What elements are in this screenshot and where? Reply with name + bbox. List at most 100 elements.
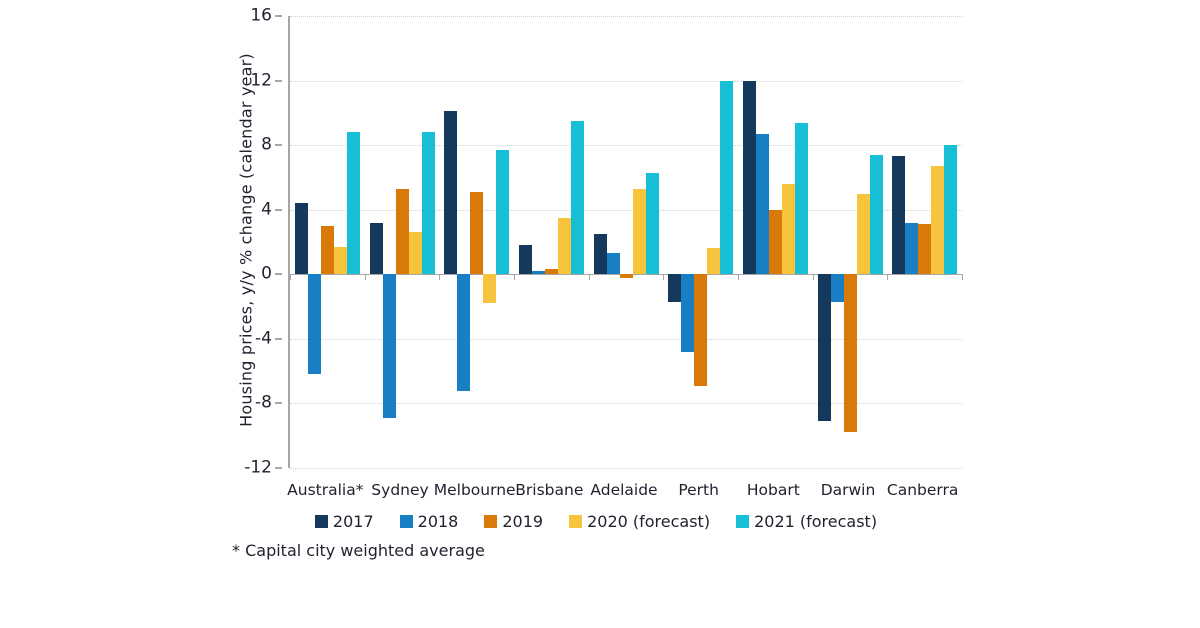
- y-tick-mark: [275, 273, 282, 276]
- x-tick-mark: [514, 274, 515, 281]
- legend-label: 2020 (forecast): [587, 512, 711, 531]
- bar-canberra-2021-forecast: [944, 145, 958, 275]
- bar-darwin-2017: [817, 274, 831, 422]
- bar-brisbane-2019: [544, 269, 558, 275]
- x-category-label-darwin: Darwin: [820, 481, 876, 499]
- bar-melbourne-2020-forecast: [483, 274, 497, 304]
- x-category-label-melbourne: Melbourne: [433, 481, 516, 499]
- footnote: * Capital city weighted average: [232, 541, 485, 560]
- legend-swatch-2021-forecast: [736, 515, 750, 528]
- gridline--12: [290, 468, 962, 469]
- legend-swatch-2017: [314, 515, 328, 528]
- bar-perth-2019: [694, 274, 708, 386]
- gridline--4: [290, 338, 962, 340]
- x-tick-mark: [364, 274, 366, 281]
- bar-australia-2019: [320, 225, 334, 275]
- y-tick-mark: [275, 144, 282, 147]
- bar-canberra-2020-forecast: [931, 166, 945, 275]
- bar-canberra-2017: [892, 156, 906, 275]
- y-tick-label--8: -8: [255, 393, 272, 414]
- bar-melbourne-2017: [444, 111, 458, 275]
- bar-adelaide-2019: [619, 274, 633, 278]
- y-axis-ticks: 16 12 8 4 0 -4 -8 -12: [230, 6, 282, 478]
- legend-label: 2017: [332, 512, 374, 531]
- bar-australia-2021-forecast: [346, 132, 360, 275]
- y-tick-mark: [275, 208, 282, 211]
- x-tick-mark: [588, 274, 590, 281]
- bar-sydney-2019: [395, 188, 409, 275]
- x-tick-mark: [290, 274, 291, 281]
- legend-item-2021-forecast: 2021 (forecast): [736, 512, 877, 531]
- bar-hobart-2018: [755, 133, 769, 275]
- x-tick-mark: [887, 274, 889, 281]
- legend-item-2019: 2019: [484, 512, 543, 531]
- legend-item-2020-forecast: 2020 (forecast): [569, 512, 710, 531]
- legend-label: 2019: [502, 512, 544, 531]
- x-category-label-adelaide: Adelaide: [590, 481, 658, 499]
- bar-perth-2018: [681, 274, 695, 352]
- bar-darwin-2021-forecast: [869, 154, 883, 275]
- bar-brisbane-2021-forecast: [570, 120, 584, 275]
- bar-darwin-2018: [830, 274, 844, 302]
- bar-sydney-2018: [382, 274, 396, 418]
- bar-hobart-2020-forecast: [781, 183, 795, 275]
- y-tick-mark: [275, 467, 282, 469]
- legend-swatch-2020-forecast: [569, 515, 583, 528]
- bar-brisbane-2020-forecast: [557, 217, 571, 275]
- y-tick-mark: [275, 402, 282, 405]
- bar-canberra-2018: [905, 222, 919, 275]
- y-tick-label-12: 12: [250, 70, 272, 91]
- y-tick-label-16: 16: [250, 5, 272, 26]
- bar-adelaide-2021-forecast: [645, 172, 659, 275]
- legend-label: 2018: [417, 512, 459, 531]
- gridline-4: [290, 209, 962, 211]
- gridline-16: [290, 16, 962, 17]
- bar-sydney-2017: [369, 222, 383, 275]
- bar-adelaide-2017: [593, 233, 607, 275]
- x-tick-mark: [663, 274, 665, 281]
- x-tick-mark: [738, 274, 739, 281]
- gridline--8: [290, 403, 962, 405]
- legend-swatch-2018: [399, 515, 413, 528]
- bar-australia-2018: [307, 274, 321, 375]
- x-category-label-brisbane: Brisbane: [515, 481, 584, 499]
- bar-hobart-2019: [768, 209, 782, 275]
- bar-perth-2017: [668, 274, 682, 302]
- gridline-8: [290, 145, 962, 147]
- bar-perth-2021-forecast: [720, 80, 734, 275]
- y-tick-label-4: 4: [261, 199, 272, 220]
- x-category-label-australia: Australia*: [287, 481, 364, 499]
- bar-melbourne-2021-forecast: [496, 149, 510, 275]
- legend-item-2018: 2018: [399, 512, 459, 531]
- bar-canberra-2019: [918, 224, 932, 275]
- bar-brisbane-2018: [531, 271, 545, 275]
- bar-melbourne-2019: [470, 191, 484, 275]
- bar-brisbane-2017: [518, 245, 532, 275]
- bar-sydney-2020-forecast: [408, 232, 422, 275]
- y-tick-label-0: 0: [261, 263, 272, 284]
- legend-item-2017: 2017: [314, 512, 374, 531]
- y-tick-mark: [275, 337, 282, 340]
- x-category-label-perth: Perth: [678, 481, 719, 499]
- bar-australia-2020-forecast: [333, 246, 347, 275]
- bar-hobart-2017: [742, 80, 756, 275]
- plot-area: [288, 16, 963, 469]
- x-tick-mark: [812, 274, 814, 281]
- x-category-label-canberra: Canberra: [886, 481, 959, 499]
- bar-sydney-2021-forecast: [421, 132, 435, 275]
- legend-label: 2021 (forecast): [754, 512, 878, 531]
- x-category-label-sydney: Sydney: [371, 481, 429, 499]
- legend: 2017 2018 2019 2020 (forecast) 2021 (forecas…: [230, 512, 962, 531]
- x-tick-mark: [962, 274, 963, 281]
- y-tick-label--12: -12: [244, 457, 272, 478]
- bar-darwin-2020-forecast: [856, 193, 870, 275]
- bar-darwin-2019: [843, 274, 857, 433]
- x-tick-mark: [439, 274, 441, 281]
- x-axis-labels: Australia* Sydney Melbourne Brisbane Adelaid…: [287, 481, 960, 505]
- bar-perth-2020-forecast: [707, 248, 721, 275]
- y-tick-label-8: 8: [261, 134, 272, 155]
- bar-adelaide-2020-forecast: [632, 188, 646, 275]
- bar-melbourne-2018: [457, 274, 471, 391]
- y-tick-mark: [275, 15, 282, 17]
